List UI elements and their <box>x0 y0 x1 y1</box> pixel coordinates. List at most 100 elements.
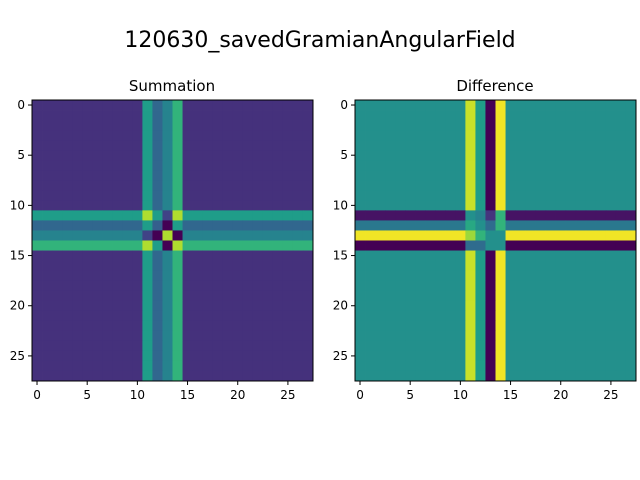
heatmap-cell <box>455 280 466 292</box>
heatmap-cell <box>202 260 214 272</box>
heatmap-cell <box>132 170 143 181</box>
heatmap-cell <box>142 260 153 272</box>
heatmap-cell <box>122 260 133 272</box>
heatmap-cell <box>82 110 93 121</box>
heatmap-cell <box>142 220 153 231</box>
heatmap-cell <box>242 130 254 141</box>
heatmap-cell <box>455 180 466 191</box>
heatmap-cell <box>555 280 567 292</box>
heatmap-cell <box>565 200 577 211</box>
heatmap-cell <box>555 310 567 322</box>
x-tick-label: 10 <box>453 388 468 402</box>
heatmap-cell <box>375 270 386 282</box>
heatmap-cell <box>565 230 577 241</box>
heatmap-cell <box>485 150 496 161</box>
heatmap-cell <box>415 360 426 372</box>
heatmap-cell <box>32 280 43 292</box>
heatmap-cell <box>92 230 103 241</box>
heatmap-cell <box>142 310 153 322</box>
heatmap-cell <box>192 220 204 231</box>
heatmap-cell <box>455 150 466 161</box>
heatmap-cell <box>42 130 53 141</box>
heatmap-cell <box>525 320 537 332</box>
heatmap-cell <box>525 230 537 241</box>
heatmap-cell <box>615 110 627 121</box>
heatmap-cell <box>615 190 627 201</box>
heatmap-cell <box>302 180 314 191</box>
heatmap-cell <box>445 210 456 221</box>
heatmap-cell <box>72 250 83 261</box>
heatmap-cell <box>435 360 446 372</box>
heatmap-cell <box>395 290 406 302</box>
heatmap-cell <box>615 150 627 161</box>
heatmap-cell <box>252 160 264 171</box>
heatmap-cell <box>232 260 244 272</box>
heatmap-cell <box>122 150 133 161</box>
heatmap-cell <box>505 260 516 272</box>
heatmap-cell <box>292 260 304 272</box>
heatmap-cell <box>212 310 224 322</box>
heatmap-cell <box>395 140 406 151</box>
heatmap-cell <box>525 330 537 342</box>
heatmap-cell <box>505 200 516 211</box>
heatmap-cell <box>172 350 183 362</box>
heatmap-cell <box>495 130 506 141</box>
heatmap-cell <box>465 240 476 251</box>
heatmap-cell <box>122 270 133 282</box>
heatmap-cell <box>202 280 214 292</box>
heatmap-cell <box>52 220 63 231</box>
heatmap-cell <box>242 150 254 161</box>
heatmap-cell <box>72 300 83 312</box>
heatmap-cell <box>445 150 456 161</box>
heatmap-cell <box>365 340 376 352</box>
heatmap-cell <box>615 320 627 332</box>
heatmap-cell <box>162 140 173 151</box>
heatmap-cell <box>182 360 193 372</box>
heatmap-cell <box>62 200 73 211</box>
axes-frame <box>31 99 314 382</box>
heatmap-cell <box>162 310 173 322</box>
heatmap-cell <box>142 320 153 332</box>
heatmap-cell <box>82 310 93 322</box>
heatmap-cell <box>505 360 516 372</box>
heatmap-cell <box>122 180 133 191</box>
heatmap-cell <box>162 160 173 171</box>
heatmap-cell <box>405 360 416 372</box>
heatmap-cell <box>252 100 264 111</box>
heatmap-cell <box>302 270 314 282</box>
heatmap-cell <box>375 120 386 131</box>
heatmap-cell <box>605 240 617 251</box>
heatmap-cell <box>202 110 214 121</box>
heatmap-cell <box>232 100 244 111</box>
heatmap-cell <box>82 130 93 141</box>
heatmap-cell <box>162 150 173 161</box>
heatmap-cell <box>385 270 396 282</box>
heatmap-cell <box>272 370 284 382</box>
heatmap-cell <box>232 130 244 141</box>
heatmap-cell <box>355 370 366 382</box>
heatmap-cell <box>505 280 516 292</box>
heatmap-cell <box>182 270 193 282</box>
heatmap-cell <box>132 230 143 241</box>
heatmap-cell <box>475 120 486 131</box>
heatmap-cell <box>282 280 294 292</box>
heatmap-cell <box>365 180 376 191</box>
heatmap-cell <box>495 320 506 332</box>
heatmap-cell <box>475 340 486 352</box>
heatmap-cell <box>112 320 123 332</box>
heatmap-cell <box>82 260 93 272</box>
heatmap-cell <box>62 230 73 241</box>
heatmap-cell <box>292 220 304 231</box>
heatmap-cell <box>232 290 244 302</box>
heatmap-cell <box>92 210 103 221</box>
heatmap-cell <box>585 290 597 302</box>
heatmap-cell <box>262 300 274 312</box>
heatmap-cell <box>495 210 506 221</box>
x-tick-label: 25 <box>280 388 295 402</box>
heatmap-cell <box>565 360 577 372</box>
heatmap-cell <box>32 140 43 151</box>
heatmap-cell <box>242 220 254 231</box>
heatmap-cell <box>455 340 466 352</box>
heatmap-cell <box>272 300 284 312</box>
